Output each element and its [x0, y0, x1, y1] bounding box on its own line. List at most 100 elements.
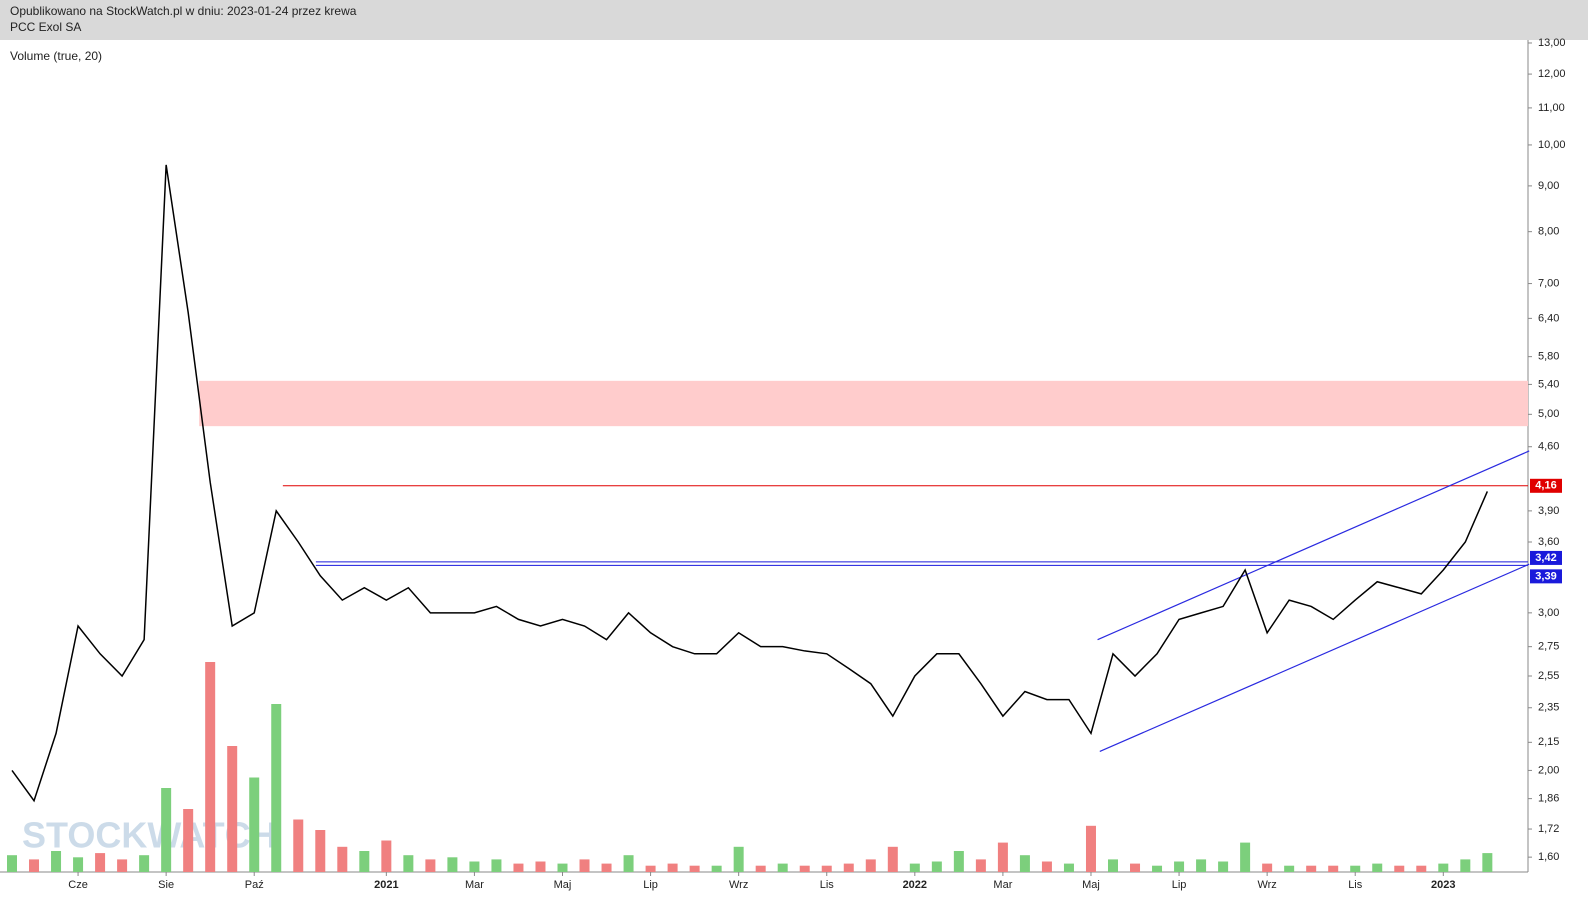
- volume-bar: [381, 840, 392, 872]
- y-tick-label: 13,00: [1538, 37, 1566, 49]
- y-tick-label: 11,00: [1538, 102, 1565, 114]
- y-tick-label: 4,60: [1538, 441, 1559, 453]
- y-tick-label: 2,35: [1538, 702, 1559, 714]
- volume-bar: [1394, 865, 1405, 872]
- x-tick-label: Wrz: [729, 879, 748, 891]
- volume-bar: [183, 809, 194, 872]
- volume-bar: [645, 865, 656, 872]
- x-tick-label: Cze: [68, 879, 88, 891]
- channel-line: [1099, 563, 1530, 753]
- y-tick-label: 3,60: [1538, 536, 1559, 548]
- volume-bar: [975, 859, 986, 872]
- volume-bar: [535, 861, 546, 872]
- y-tick-label: 5,80: [1538, 351, 1559, 363]
- volume-bar: [73, 857, 84, 872]
- x-tick-label: Maj: [1082, 879, 1100, 891]
- volume-bar: [1152, 865, 1163, 872]
- x-tick-label: Wrz: [1257, 879, 1276, 891]
- y-tick-label: 6,40: [1538, 312, 1559, 324]
- volume-bar: [711, 865, 722, 872]
- volume-bar: [1108, 859, 1118, 872]
- volume-bar: [1240, 842, 1251, 872]
- header-band: [0, 0, 1588, 40]
- x-tick-label: Lip: [643, 879, 658, 891]
- instrument: PCC Exol SA: [10, 20, 81, 34]
- volume-bar: [1130, 863, 1141, 872]
- volume-bar: [1019, 855, 1030, 872]
- volume-bar: [887, 846, 898, 872]
- volume-bar: [315, 830, 326, 872]
- x-tick-label: Lip: [1172, 879, 1187, 891]
- volume-bar: [469, 861, 480, 872]
- volume-bar: [1372, 863, 1383, 872]
- y-tick-label: 5,40: [1538, 378, 1559, 390]
- volume-bar: [359, 851, 370, 872]
- volume-bar: [491, 859, 502, 872]
- level-label: 3,42: [1535, 552, 1556, 564]
- volume-bar: [1438, 863, 1449, 872]
- x-tick-label: 2023: [1431, 879, 1455, 891]
- x-tick-label: Sie: [158, 879, 174, 891]
- volume-bar: [623, 855, 634, 872]
- volume-bar: [1218, 861, 1229, 872]
- published-note: Opublikowano na StockWatch.pl w dniu: 20…: [10, 4, 357, 18]
- y-tick-label: 2,55: [1538, 670, 1559, 682]
- volume-bar: [1174, 861, 1185, 872]
- volume-bar: [931, 861, 942, 872]
- volume-bar: [29, 859, 40, 872]
- x-tick-label: Paź: [245, 879, 264, 891]
- volume-bar: [909, 863, 920, 872]
- indicator-label: Volume (true, 20): [10, 49, 102, 63]
- volume-bar: [1460, 859, 1471, 872]
- volume-bar: [1482, 853, 1493, 872]
- level-label: 3,39: [1535, 570, 1556, 582]
- x-tick-label: Lis: [820, 879, 835, 891]
- volume-bar: [205, 662, 216, 872]
- y-tick-label: 8,00: [1538, 226, 1559, 238]
- volume-bar: [227, 746, 238, 872]
- level-label: 4,16: [1535, 480, 1556, 492]
- volume-bar: [865, 859, 876, 872]
- volume-bar: [95, 853, 106, 872]
- x-tick-label: Lis: [1348, 879, 1363, 891]
- resistance-zone: [199, 380, 1528, 427]
- y-tick-label: 9,00: [1538, 180, 1559, 192]
- x-tick-label: 2021: [374, 879, 398, 891]
- x-tick-label: Mar: [993, 879, 1012, 891]
- volume-bar: [7, 855, 17, 872]
- volume-bar: [447, 857, 458, 872]
- volume-bar: [799, 865, 810, 872]
- volume-bar: [1196, 859, 1207, 872]
- volume-bar: [777, 863, 788, 872]
- volume-bar: [1085, 825, 1096, 872]
- level-tag: [1530, 478, 1562, 493]
- y-tick-label: 7,00: [1538, 277, 1559, 289]
- volume-bar: [1262, 863, 1273, 872]
- volume-bar: [953, 851, 964, 872]
- volume-bar: [161, 788, 172, 872]
- y-tick-label: 3,90: [1538, 505, 1559, 517]
- y-tick-label: 5,00: [1538, 408, 1559, 420]
- volume-bar: [843, 863, 854, 872]
- volume-bar: [755, 865, 766, 872]
- volume-bar: [997, 842, 1008, 872]
- y-tick-label: 10,00: [1538, 139, 1566, 151]
- price-line: [11, 164, 1489, 803]
- volume-bar: [513, 863, 524, 872]
- volume-bar: [425, 859, 436, 872]
- volume-bar: [51, 851, 62, 872]
- x-tick-label: 2022: [903, 879, 927, 891]
- volume-bar: [821, 865, 832, 872]
- volume-bar: [667, 863, 678, 872]
- volume-bar: [249, 777, 260, 872]
- y-tick-label: 2,75: [1538, 641, 1559, 653]
- y-tick-label: 2,15: [1538, 736, 1559, 748]
- volume-bar: [1416, 865, 1427, 872]
- volume-bar: [579, 859, 590, 872]
- volume-bar: [271, 704, 282, 872]
- y-tick-label: 1,72: [1538, 823, 1559, 835]
- level-tag: [1530, 569, 1562, 584]
- volume-bar: [1328, 865, 1339, 872]
- volume-bar: [557, 863, 568, 872]
